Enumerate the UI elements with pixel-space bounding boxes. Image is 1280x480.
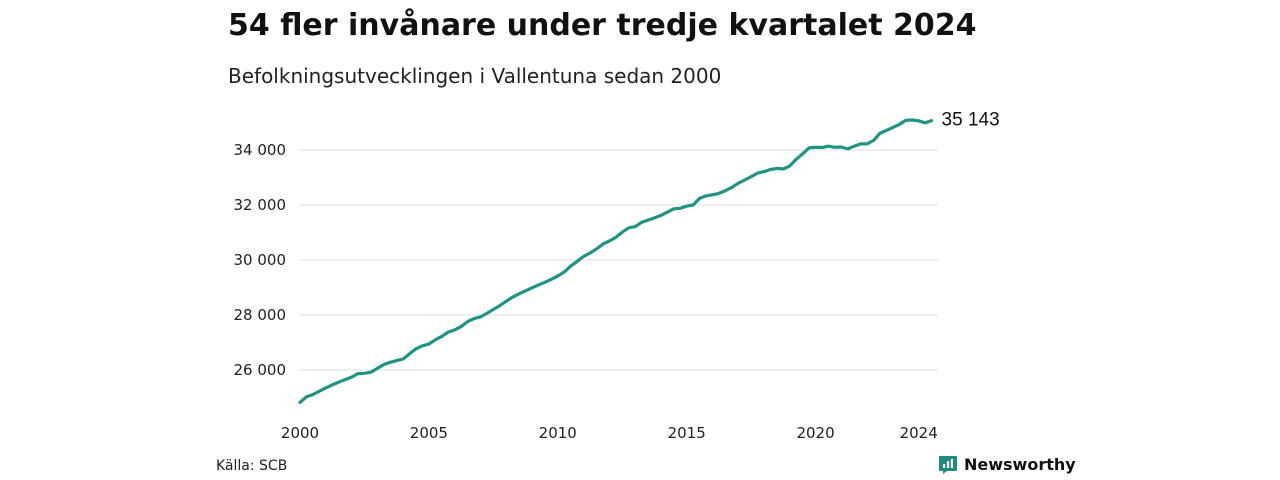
x-tick-label: 2020 bbox=[796, 424, 834, 442]
population-line bbox=[298, 118, 934, 404]
y-tick-label: 34 000 bbox=[234, 141, 287, 159]
end-value-label: 35 143 bbox=[942, 110, 1000, 131]
brand-name: Newsworthy bbox=[964, 455, 1076, 474]
x-tick-label: 2000 bbox=[281, 424, 319, 442]
newsworthy-brand: Newsworthy bbox=[938, 455, 1076, 475]
x-tick-label: 2015 bbox=[668, 424, 706, 442]
chart-title: 54 fler invånare under tredje kvartalet … bbox=[228, 8, 977, 43]
x-axis-ticks: 2000 2005 2010 2015 2020 2024 bbox=[281, 424, 938, 442]
x-tick-label: 2024 bbox=[900, 424, 938, 442]
newsworthy-logo-icon bbox=[939, 456, 957, 474]
chart-subtitle: Befolkningsutvecklingen i Vallentuna sed… bbox=[228, 64, 722, 88]
x-tick-label: 2010 bbox=[539, 424, 577, 442]
y-tick-label: 32 000 bbox=[234, 196, 287, 214]
x-tick-label: 2005 bbox=[410, 424, 448, 442]
y-tick-label: 28 000 bbox=[234, 306, 287, 324]
y-axis-ticks: 26 000 28 000 30 000 32 000 34 000 bbox=[234, 141, 287, 379]
grid-lines bbox=[300, 149, 938, 371]
y-tick-label: 30 000 bbox=[234, 251, 287, 269]
source-note: Källa: SCB bbox=[216, 458, 288, 474]
y-tick-label: 26 000 bbox=[234, 361, 287, 379]
